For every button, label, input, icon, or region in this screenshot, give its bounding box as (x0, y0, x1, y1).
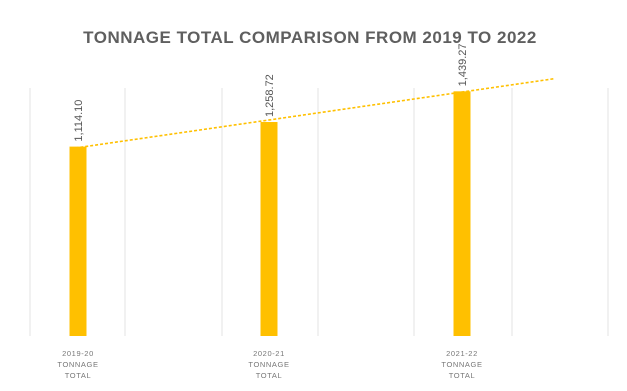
bar (260, 122, 278, 336)
category-label: TONNAGE (57, 360, 98, 369)
category-label: 2020-21 (253, 349, 285, 358)
category-label: TOTAL (256, 371, 282, 380)
category-label: TOTAL (65, 371, 91, 380)
category-label: 2021-22 (446, 349, 478, 358)
category-label: TONNAGE (441, 360, 482, 369)
bar (453, 91, 471, 336)
category-label: 2019-20 (62, 349, 94, 358)
category-label: TOTAL (449, 371, 475, 380)
bar (69, 146, 87, 336)
trendline (70, 77, 556, 150)
data-label: 1,114.10 (73, 100, 85, 142)
category-label: TONNAGE (248, 360, 289, 369)
chart-title: TONNAGE TOTAL COMPARISON FROM 2019 TO 20… (83, 28, 537, 47)
data-label: 1,439.27 (457, 43, 469, 86)
data-label: 1,258.72 (264, 74, 276, 117)
